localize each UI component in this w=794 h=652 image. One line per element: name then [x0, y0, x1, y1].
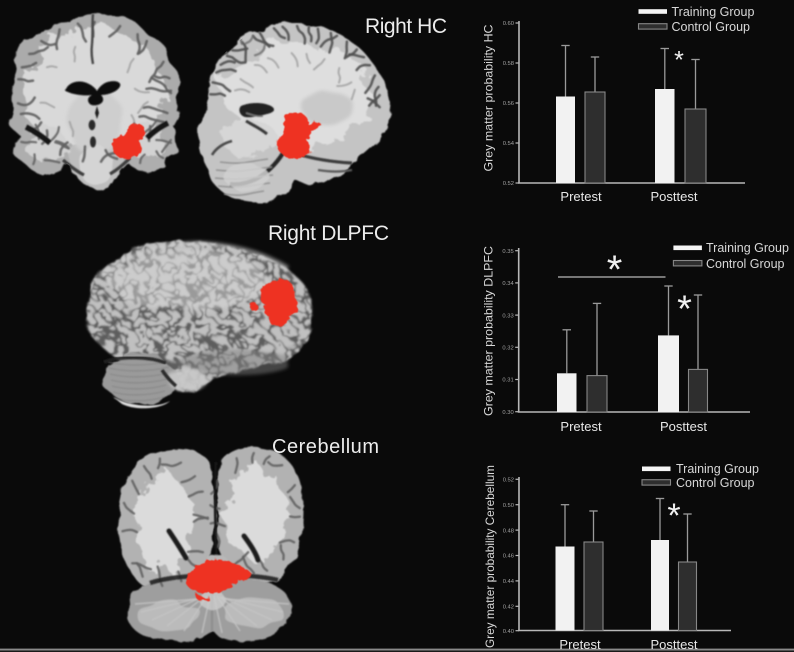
svg-text:Cerebellum: Cerebellum [272, 436, 379, 458]
svg-text:*: * [607, 248, 623, 292]
svg-text:Control Group: Control Group [706, 257, 785, 271]
svg-text:Training Group: Training Group [672, 5, 755, 19]
svg-text:Grey matter probability HC: Grey matter probability HC [483, 25, 496, 172]
svg-text:*: * [667, 497, 680, 535]
svg-text:0.54: 0.54 [503, 141, 515, 147]
svg-text:*: * [677, 289, 692, 331]
svg-text:Control Group: Control Group [676, 476, 755, 490]
svg-text:Grey matter probability Cerebe: Grey matter probability Cerebellum [484, 465, 497, 648]
svg-text:*: * [674, 47, 684, 75]
svg-text:0.50: 0.50 [503, 503, 514, 509]
svg-text:Control Group: Control Group [672, 20, 751, 34]
svg-text:0.30: 0.30 [502, 410, 513, 416]
svg-text:0.35: 0.35 [502, 249, 513, 255]
svg-text:0.44: 0.44 [503, 579, 515, 585]
svg-text:Training Group: Training Group [676, 462, 759, 476]
svg-text:0.60: 0.60 [503, 21, 514, 27]
svg-text:0.52: 0.52 [503, 181, 514, 187]
svg-text:0.56: 0.56 [503, 101, 514, 107]
svg-text:Posttest: Posttest [660, 419, 707, 434]
svg-text:Grey matter probability DLPFC: Grey matter probability DLPFC [483, 246, 496, 416]
svg-text:Pretest: Pretest [559, 637, 601, 652]
svg-text:Right HC: Right HC [365, 15, 447, 38]
svg-text:0.52: 0.52 [503, 478, 514, 484]
svg-text:Posttest: Posttest [651, 189, 698, 204]
svg-text:Training Group: Training Group [706, 241, 789, 255]
svg-text:Pretest: Pretest [560, 189, 602, 204]
svg-text:Pretest: Pretest [560, 419, 602, 434]
svg-text:0.34: 0.34 [502, 281, 514, 287]
svg-text:Posttest: Posttest [651, 637, 698, 652]
svg-text:0.33: 0.33 [502, 313, 513, 319]
svg-text:0.32: 0.32 [502, 346, 513, 352]
svg-text:0.31: 0.31 [502, 378, 513, 384]
svg-text:0.46: 0.46 [503, 554, 514, 560]
svg-text:0.40: 0.40 [503, 629, 514, 635]
svg-text:0.48: 0.48 [503, 528, 514, 534]
svg-text:0.58: 0.58 [503, 61, 514, 67]
svg-text:0.42: 0.42 [503, 605, 514, 611]
svg-text:Right DLPFC: Right DLPFC [268, 222, 389, 245]
